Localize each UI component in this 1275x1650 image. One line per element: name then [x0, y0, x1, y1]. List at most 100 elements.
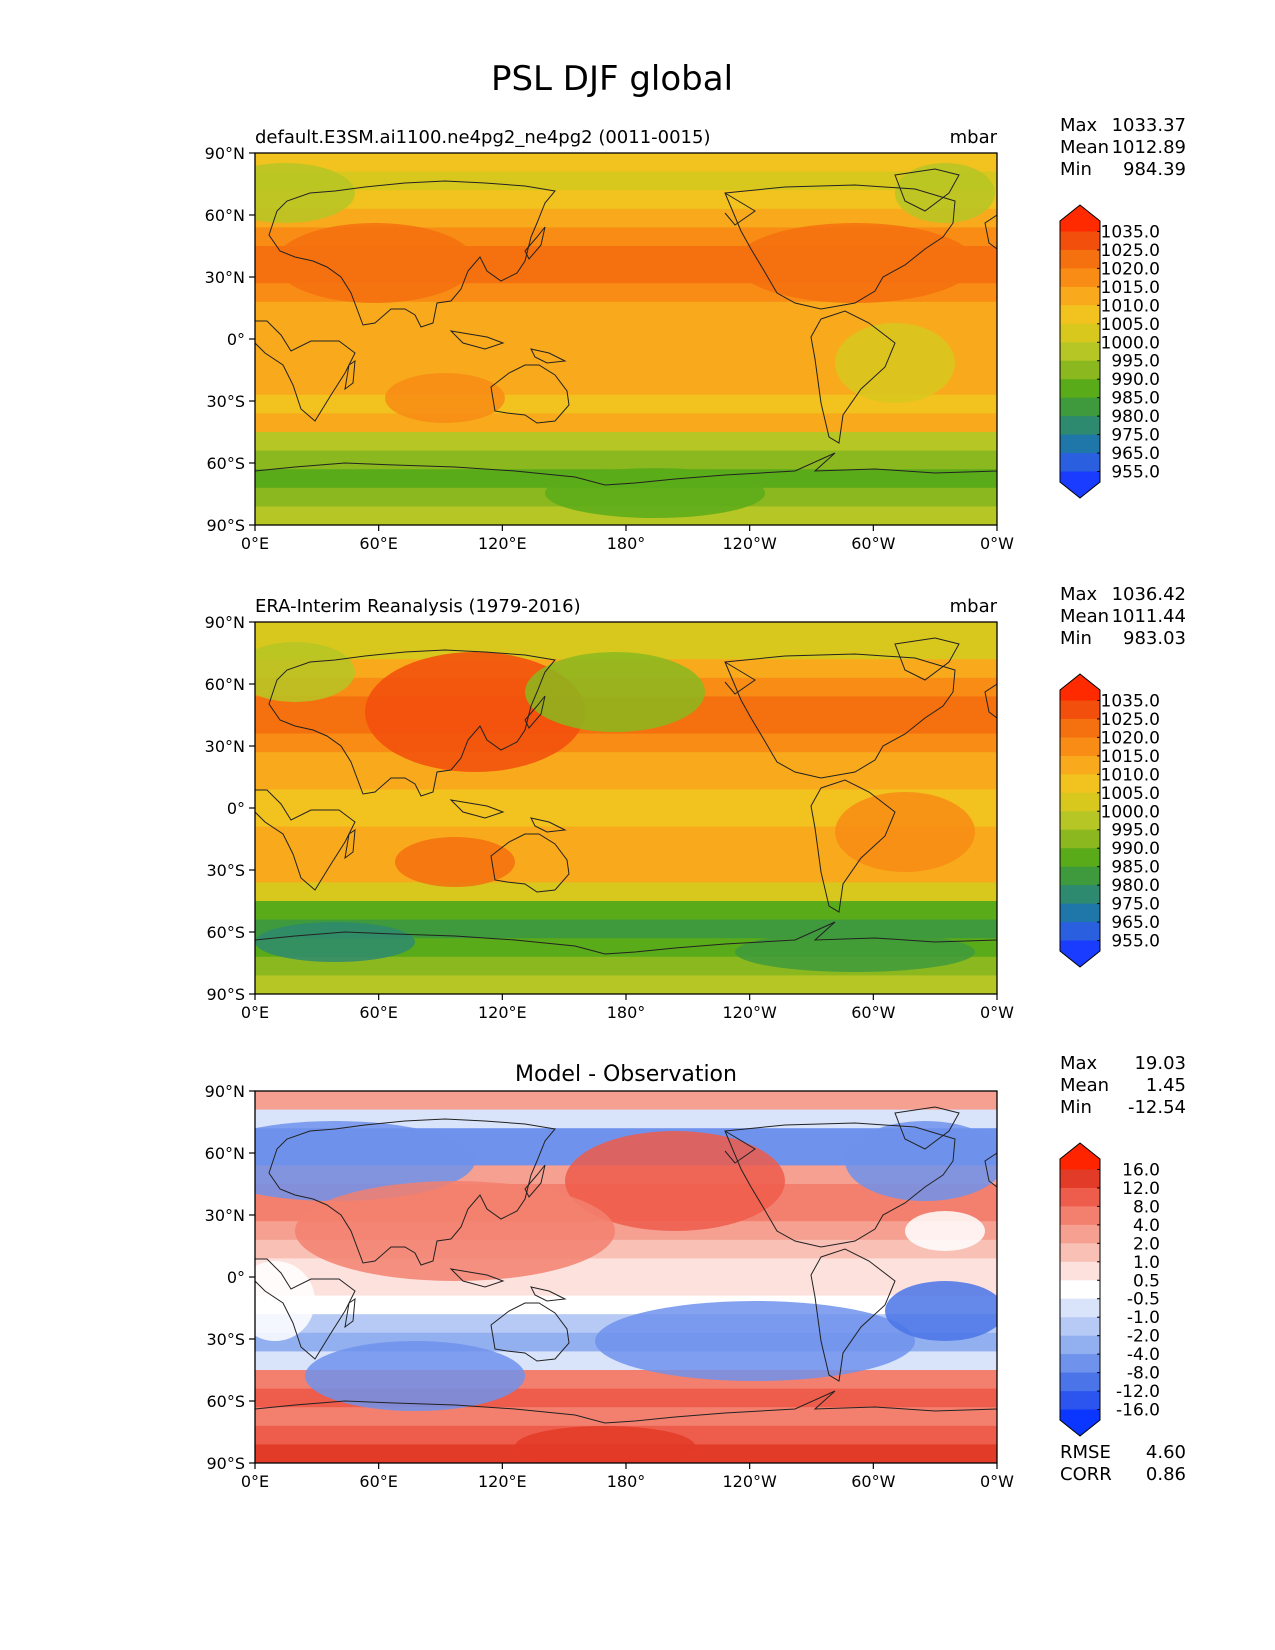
- panel-units: mbar: [950, 127, 998, 148]
- colorbar-label: 980.0: [1111, 407, 1160, 427]
- lon-tick-label: 0°W: [980, 1003, 1014, 1022]
- colorbar-segment: [1060, 1372, 1100, 1392]
- colorbar-label: 0.5: [1133, 1271, 1160, 1291]
- stat-label: Mean: [1060, 606, 1109, 627]
- colorbar-segment: [1060, 829, 1100, 849]
- field-band: [255, 432, 997, 452]
- stat-label: Max: [1060, 115, 1098, 136]
- colorbar-label: 985.0: [1111, 858, 1160, 878]
- field-band: [255, 882, 997, 902]
- lat-tick-label: 0°: [227, 330, 245, 349]
- colorbar-label: 1035.0: [1101, 691, 1160, 711]
- lat-tick-label: 60°S: [206, 454, 245, 473]
- field-feature: [905, 1211, 985, 1251]
- stat-value: 1012.89: [1112, 137, 1186, 158]
- colorbar-segment: [1060, 1169, 1100, 1189]
- lon-tick-label: 120°W: [722, 1472, 777, 1491]
- colorbar-segment: [1060, 674, 1100, 701]
- field-feature: [515, 1426, 695, 1463]
- colorbar-label: 955.0: [1111, 932, 1160, 952]
- colorbar-segment: [1060, 848, 1100, 868]
- field-feature: [835, 323, 955, 403]
- field-band: [255, 171, 997, 192]
- colorbar-label: 1010.0: [1101, 296, 1160, 316]
- stat-label: Mean: [1060, 137, 1109, 158]
- colorbar-segment: [1060, 1391, 1100, 1411]
- field-band: [255, 301, 997, 322]
- colorbar-label: 4.0: [1133, 1216, 1160, 1236]
- lon-tick-label: 120°W: [722, 1003, 777, 1022]
- panel-title-left: default.E3SM.ai1100.ne4pg2_ne4pg2 (0011-…: [255, 127, 710, 148]
- map-field: [255, 153, 997, 525]
- colorbar-label: 1025.0: [1101, 710, 1160, 730]
- field-feature: [255, 1261, 315, 1341]
- lon-tick-label: 120°E: [478, 1003, 527, 1022]
- colorbar-label: 995.0: [1111, 352, 1160, 372]
- lat-tick-label: 60°N: [205, 675, 245, 694]
- colorbar-segment: [1060, 1335, 1100, 1355]
- colorbar-segment: [1060, 1354, 1100, 1374]
- field-band: [255, 752, 997, 772]
- colorbar-label: 1020.0: [1101, 728, 1160, 748]
- colorbar-segment: [1060, 1143, 1100, 1170]
- colorbar-segment: [1060, 205, 1100, 232]
- colorbar-label: 990.0: [1111, 839, 1160, 859]
- colorbar-label: 1015.0: [1101, 747, 1160, 767]
- lat-tick-label: 30°N: [205, 268, 245, 287]
- colorbar-segment: [1060, 471, 1100, 498]
- field-feature: [275, 223, 475, 303]
- colorbar-outline: [1059, 204, 1101, 499]
- field-feature: [255, 1121, 475, 1201]
- colorbar-label: 1005.0: [1101, 315, 1160, 335]
- lat-tick-label: 60°N: [205, 206, 245, 225]
- colorbar-segment: [1060, 231, 1100, 251]
- colorbar-label: 2.0: [1133, 1234, 1160, 1254]
- colorbar-segment: [1060, 305, 1100, 325]
- colorbar-segment: [1060, 792, 1100, 812]
- field-band: [255, 733, 997, 754]
- field-feature: [385, 373, 505, 423]
- lat-tick-label: 0°: [227, 799, 245, 818]
- stat-value: 984.39: [1123, 159, 1186, 180]
- lon-tick-label: 0°E: [241, 1003, 269, 1022]
- colorbar-segment: [1060, 379, 1100, 399]
- field-feature: [595, 1301, 915, 1381]
- field-feature: [295, 1181, 615, 1281]
- panels-container: default.E3SM.ai1100.ne4pg2_ne4pg2 (0011-…: [205, 115, 1186, 1491]
- lat-tick-label: 30°N: [205, 737, 245, 756]
- stat-value: 983.03: [1123, 628, 1186, 649]
- stat-value: -12.54: [1128, 1097, 1186, 1118]
- extra-stat-label: RMSE: [1060, 1442, 1111, 1463]
- colorbar-label: 965.0: [1111, 913, 1160, 933]
- lon-tick-label: 180°: [607, 534, 646, 553]
- colorbar-segment: [1060, 397, 1100, 417]
- lat-tick-label: 30°S: [206, 1330, 245, 1349]
- lat-tick-label: 30°S: [206, 861, 245, 880]
- colorbar-segment: [1060, 1298, 1100, 1318]
- lon-tick-label: 60°E: [359, 1003, 397, 1022]
- lon-tick-label: 120°E: [478, 1472, 527, 1491]
- field-feature: [255, 922, 415, 962]
- stat-label: Min: [1060, 159, 1092, 180]
- stat-label: Min: [1060, 628, 1092, 649]
- field-feature: [545, 468, 765, 518]
- field-band: [255, 770, 997, 791]
- field-band: [255, 975, 997, 994]
- colorbar-outline: [1059, 1142, 1101, 1437]
- field-band: [255, 153, 997, 173]
- field-band: [255, 450, 997, 471]
- field-feature: [735, 932, 975, 972]
- colorbar-segment: [1060, 323, 1100, 343]
- colorbar-segment: [1060, 774, 1100, 794]
- colorbar-segment: [1060, 249, 1100, 269]
- lat-tick-label: 60°S: [206, 1392, 245, 1411]
- panel-title-left: ERA-Interim Reanalysis (1979-2016): [255, 596, 581, 617]
- colorbar-label: 975.0: [1111, 426, 1160, 446]
- colorbar-segment: [1060, 903, 1100, 923]
- extra-stat-value: 4.60: [1146, 1442, 1186, 1463]
- field-band: [255, 357, 997, 378]
- colorbar-label: 1035.0: [1101, 222, 1160, 242]
- field-band: [255, 901, 997, 921]
- colorbar-label: -8.0: [1127, 1364, 1160, 1384]
- colorbar-label: 1010.0: [1101, 765, 1160, 785]
